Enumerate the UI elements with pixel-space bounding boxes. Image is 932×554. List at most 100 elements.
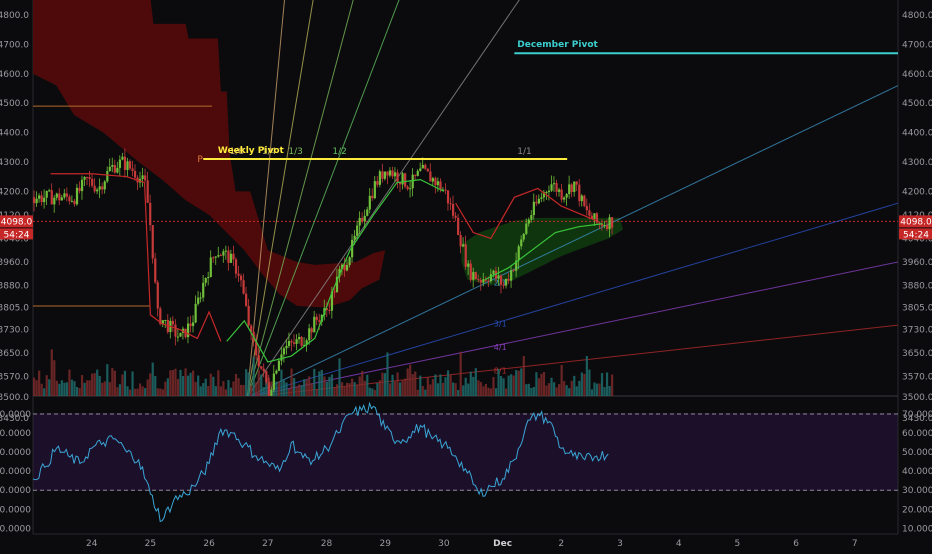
candle-body [141,175,144,179]
volume-bar [151,362,154,396]
volume-bar [371,388,374,396]
volume-bar [222,381,225,396]
candle-body [45,190,48,198]
volume-bar [348,383,351,396]
candle-body [439,181,442,190]
volume-bar [305,379,308,396]
volume-bar [116,387,119,396]
candle-body [217,255,220,257]
fan-label-lower: 8/1 [494,367,507,376]
candle-body [292,342,296,344]
left-axis-tick: 4600.0 [0,70,29,80]
volume-bar [593,382,596,396]
volume-bar [194,381,197,396]
volume-bar [542,372,546,396]
candle-body [192,322,195,326]
candle-body [65,193,69,197]
candle-body [452,204,455,216]
candle-body [608,217,611,230]
candle-body [103,181,106,190]
right-axis-tick: 4040.0 [902,234,932,244]
volume-bar [353,382,356,396]
volume-bar [247,372,250,396]
candle-body [464,244,467,267]
candle-body [247,305,250,326]
volume-bar [583,373,586,396]
volume-bar [277,381,281,396]
rsi-left-tick: 10.0000 [0,524,31,534]
volume-bar [505,388,508,396]
volume-bar [159,388,162,396]
gann-fan-line [247,0,354,396]
right-axis-tick: 3730.0 [902,326,932,336]
volume-bar [494,388,498,396]
rsi-left-tick: 20.0000 [0,505,31,515]
left-axis-tick: 3880.0 [0,281,29,291]
volume-bar [166,378,169,396]
volume-bar [547,383,551,396]
last-price-badge [899,215,932,228]
candle-body [522,233,525,240]
candle-body [381,171,384,179]
volume-bar [464,377,467,396]
volume-bar [416,389,419,396]
candle-body [310,328,313,333]
candle-body [530,215,533,220]
last-price-badge [0,215,33,228]
volume-bar [128,389,132,396]
rsi-right-tick: 10.0000 [902,524,932,534]
volume-bar [598,383,601,396]
volume-bar [60,380,63,396]
candle-body [351,239,354,258]
volume-bar [232,381,235,396]
rsi-left-tick: 50.0000 [0,448,31,458]
volume-bar [325,381,328,396]
volume-bar [452,382,455,396]
candle-body [459,235,462,247]
gann-fan-line [247,0,520,396]
volume-bar [111,368,114,396]
candle-body [361,217,364,222]
volume-bar [446,370,450,396]
volume-bar [154,375,157,396]
volume-bar [245,369,248,396]
base-line [455,187,597,240]
rsi-line [32,401,609,523]
volume-bar [467,383,470,396]
volume-bar [262,387,265,396]
volume-bar [303,379,306,396]
ichimoku-cloud-bearish [33,0,386,308]
candle-body [272,373,275,390]
candle-body [219,255,222,257]
candle-body [552,183,556,185]
volume-bar [156,388,159,396]
candle-body [550,184,553,191]
right-axis-tick: 3500.0 [902,393,932,403]
candle-body [63,193,66,198]
volume-bar [588,369,591,396]
candle-body [174,324,177,337]
volume-bar [462,385,465,396]
x-axis-tick: 24 [86,539,98,549]
volume-bar [340,382,344,396]
candle-body [234,259,238,274]
candle-body [305,340,308,345]
candle-body [368,195,371,210]
candle-body [492,270,495,275]
candle-body [151,225,154,259]
candle-body [35,198,38,204]
volume-bar [318,371,321,396]
volume-bar [605,372,609,396]
candle-body [55,193,58,198]
left-axis-tick: 4800.0 [0,11,29,21]
conversion-line [226,179,445,363]
last-price-text: 4098.0 [900,217,932,227]
candle-body [363,215,366,222]
candle-body [265,371,268,383]
candle-body [467,263,470,267]
left-axis-tick: 3500.0 [0,393,29,403]
candle-body [260,366,263,369]
candle-body [318,320,321,322]
candle-body [118,159,122,168]
